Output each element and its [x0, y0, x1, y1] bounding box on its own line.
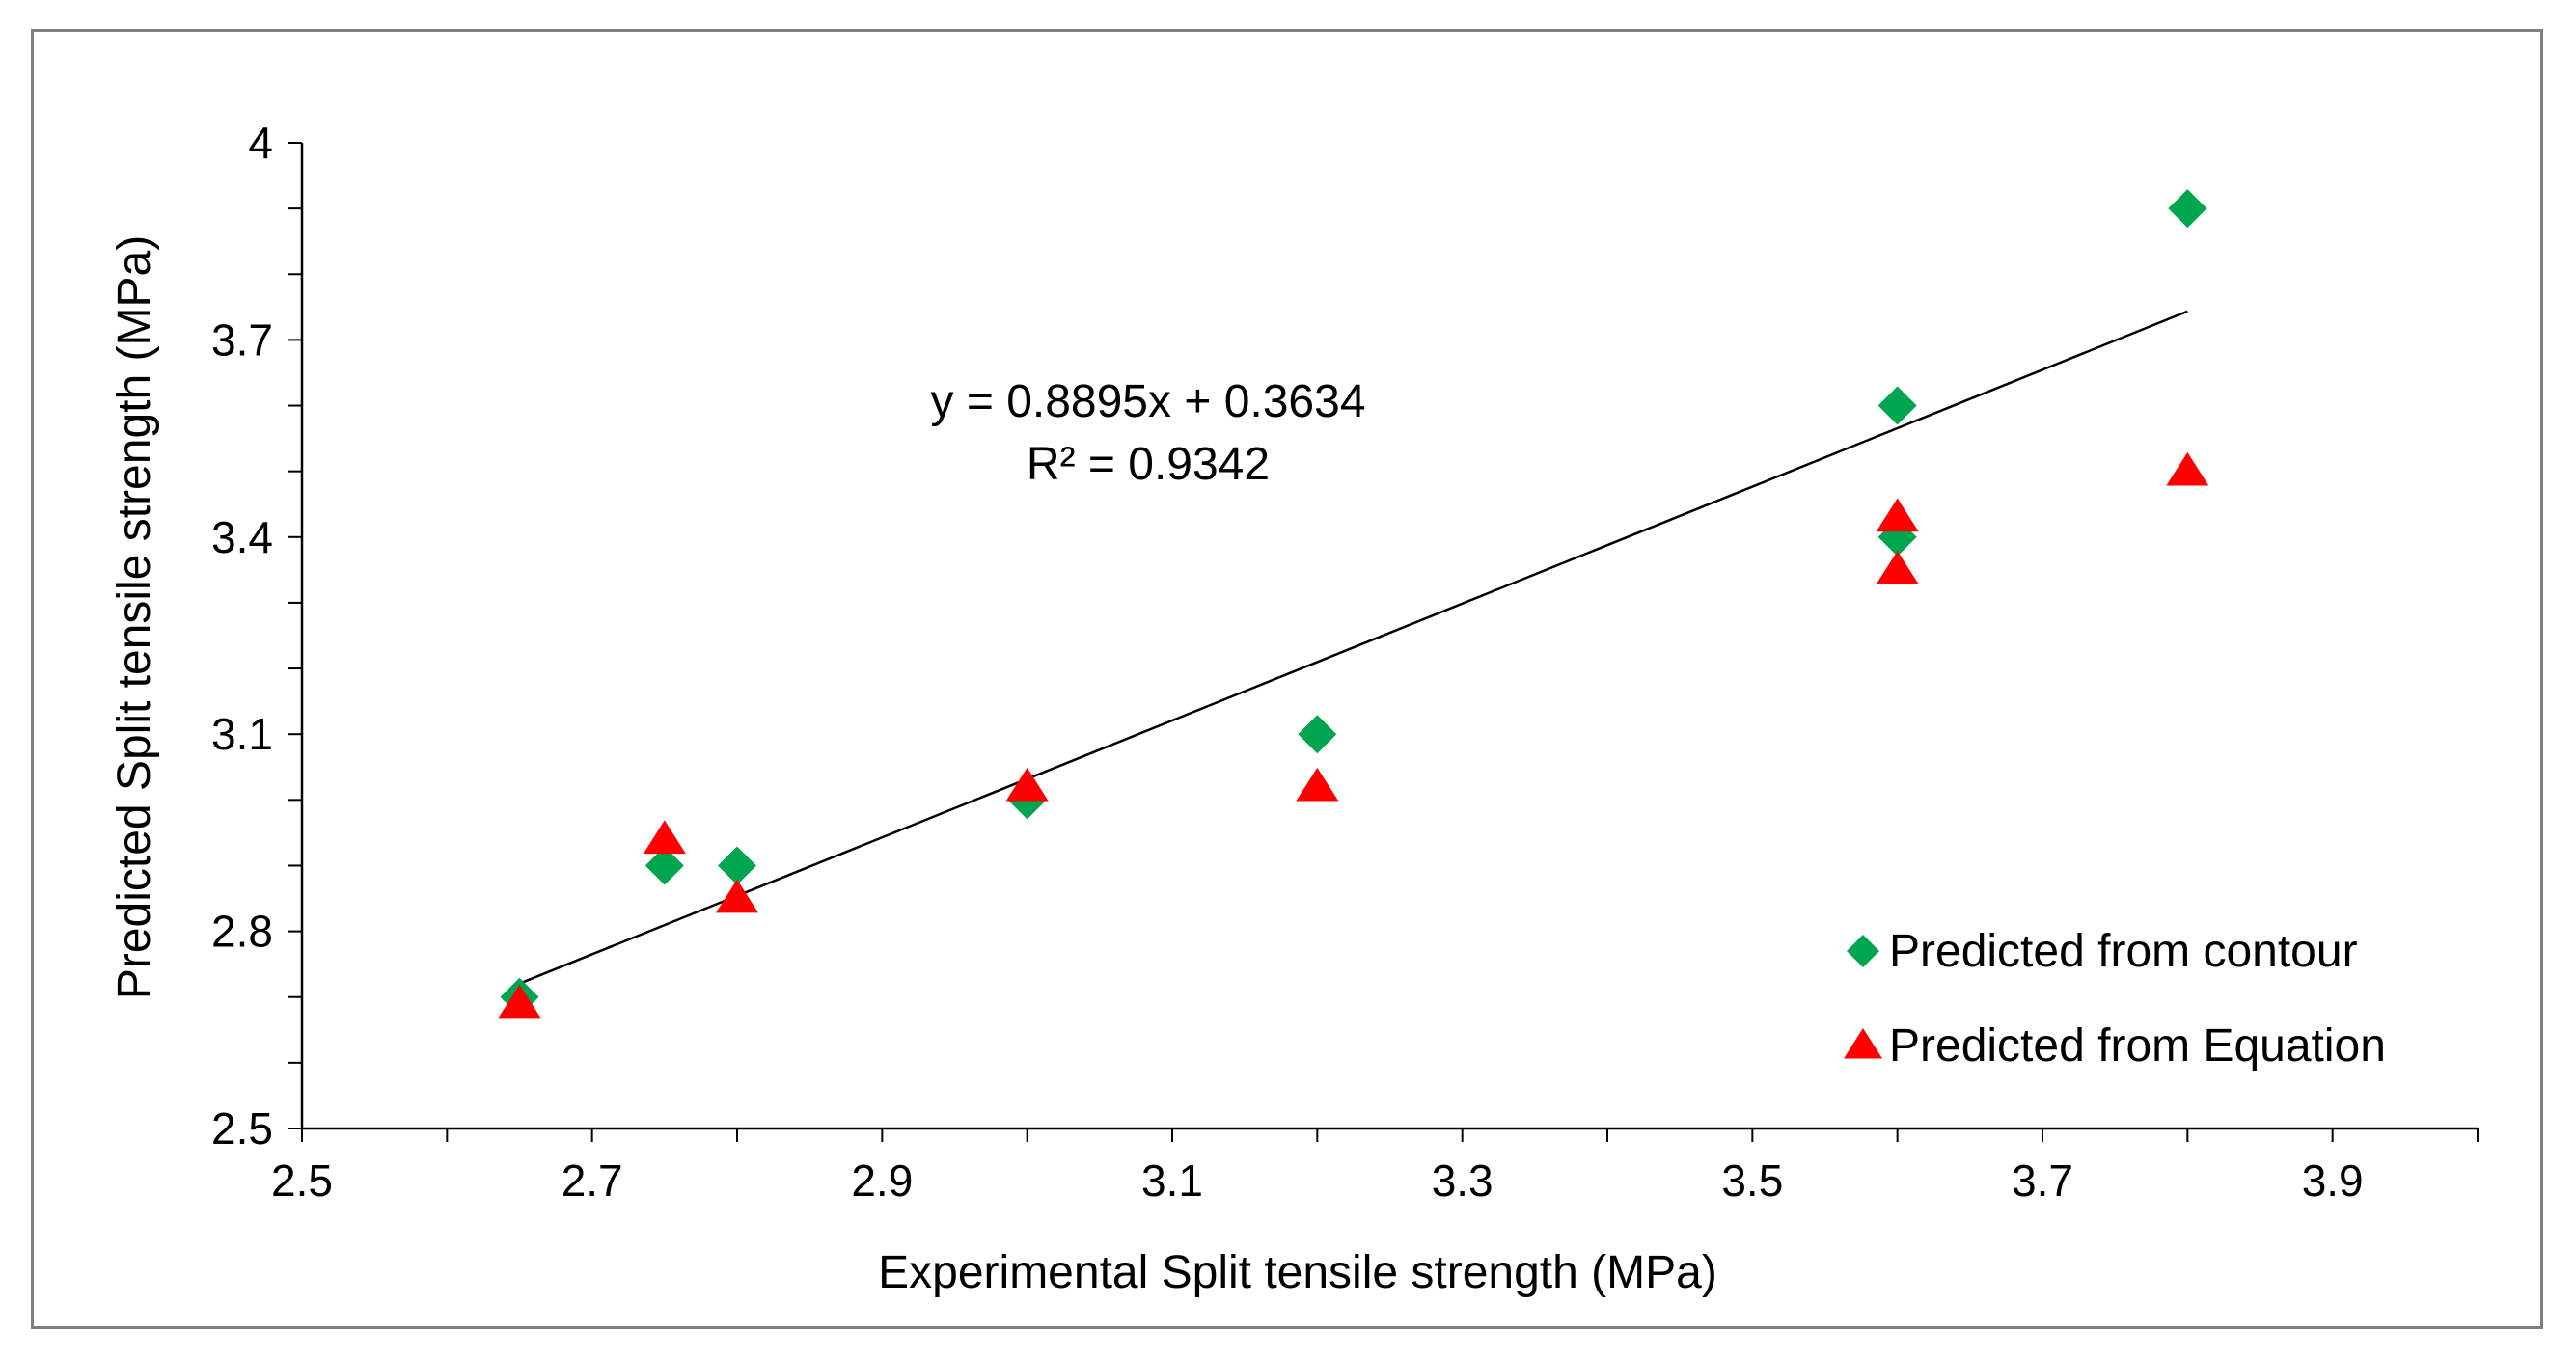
equation-point — [498, 984, 541, 1019]
equation-point — [1005, 767, 1049, 802]
x-tick-label: 3.3 — [1432, 1155, 1494, 1206]
x-tick-label: 2.5 — [271, 1155, 333, 1206]
x-tick-label: 3.1 — [1141, 1155, 1203, 1206]
legend-label-equation: Predicted from Equation — [1889, 1020, 2386, 1072]
contour-point — [644, 846, 684, 885]
x-tick-label: 2.9 — [851, 1155, 913, 1206]
contour-point — [2168, 189, 2207, 229]
x-tick-label: 2.7 — [562, 1155, 623, 1206]
trendline-r-squared: R² = 0.9342 — [1027, 439, 1270, 490]
equation-point — [643, 820, 686, 855]
legend: Predicted from contour Predicted from Eq… — [1844, 926, 2386, 1072]
points-layer — [498, 189, 2209, 1019]
legend-marker-diamond — [1847, 935, 1879, 967]
legend-marker-triangle — [1844, 1028, 1882, 1059]
x-tick-label: 3.9 — [2302, 1155, 2364, 1206]
chart-frame — [31, 29, 2543, 1329]
y-tick-label: 4 — [248, 118, 273, 168]
equation-point — [1876, 551, 1919, 584]
legend-label-contour: Predicted from contour — [1889, 926, 2358, 977]
y-tick-label: 2.8 — [211, 907, 273, 957]
axes: 2.5 2.7 2.9 3.1 3.3 3.5 3.7 3.9 2.5 2.8 3.1 3.4 3.7 4 — [211, 118, 2479, 1206]
contour-point — [1877, 386, 1917, 425]
y-tick-label: 2.5 — [211, 1103, 273, 1154]
x-tick-label: 3.5 — [1721, 1155, 1783, 1206]
x-tick-label: 3.7 — [2012, 1155, 2073, 1206]
trendline-layer — [519, 310, 2188, 985]
y-axis-title: Predicted Split tensile strength (MPa) — [109, 235, 160, 999]
y-tick-label: 3.7 — [211, 314, 273, 365]
y-tick-label: 3.1 — [211, 709, 273, 759]
trendline — [519, 310, 2188, 985]
equation-point — [1296, 767, 1339, 802]
legend-item-contour: Predicted from contour — [1847, 926, 2358, 977]
contour-point — [718, 846, 756, 885]
x-axis-title: Experimental Split tensile strength (MPa… — [878, 1247, 1717, 1298]
equation-point — [1876, 498, 1919, 532]
legend-item-equation: Predicted from Equation — [1844, 1020, 2386, 1072]
y-tick-label: 3.4 — [211, 512, 273, 562]
contour-point — [1298, 715, 1337, 754]
trendline-equation: y = 0.8895x + 0.3634 — [930, 376, 1365, 427]
equation-point — [716, 879, 758, 913]
equation-point — [2166, 451, 2209, 486]
